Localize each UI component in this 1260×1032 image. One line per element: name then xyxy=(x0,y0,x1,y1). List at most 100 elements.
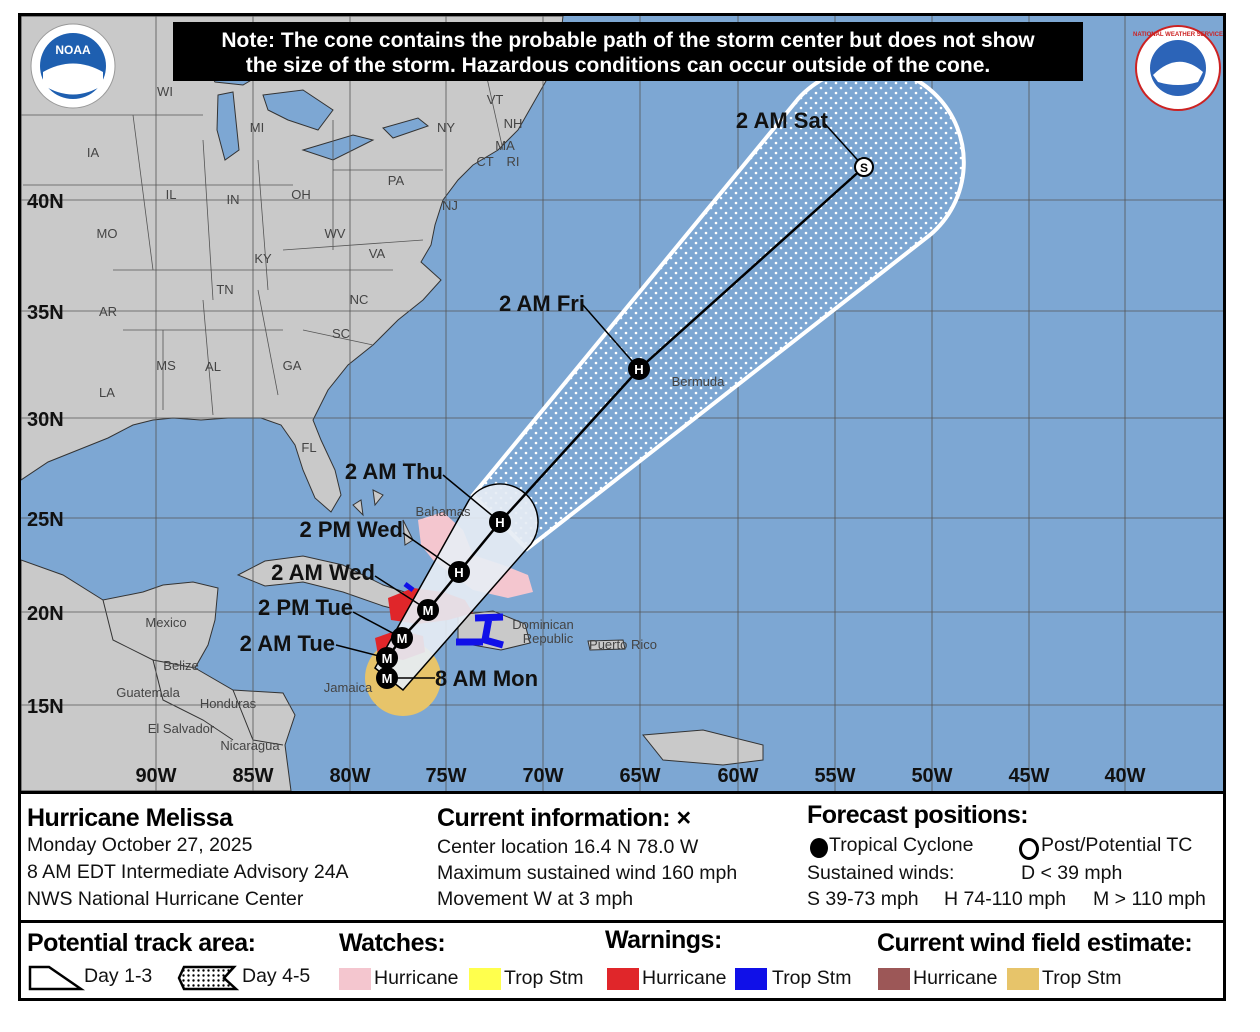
latitude-label: 40N xyxy=(27,191,64,213)
state-label: MI xyxy=(250,120,264,135)
longitude-label: 60W xyxy=(717,765,758,787)
state-label: PA xyxy=(388,173,405,188)
forecast-time-label: 8 AM Mon xyxy=(435,666,538,691)
state-label: NY xyxy=(437,120,455,135)
country-label: Jamaica xyxy=(324,680,373,695)
movement: Movement W at 3 mph xyxy=(437,888,634,910)
track-area-title: Potential track area: xyxy=(27,929,256,957)
forecast-position-marker xyxy=(448,561,470,583)
hurricane-watch-area xyxy=(418,512,533,598)
country-label: Republic xyxy=(523,631,574,646)
advisory-date: Monday October 27, 2025 xyxy=(27,834,253,856)
longitude-label: 70W xyxy=(522,765,563,787)
max-wind: Maximum sustained wind 160 mph xyxy=(437,862,738,884)
state-label: OH xyxy=(291,187,311,202)
hurricane-warning-label: Hurricane xyxy=(642,967,727,989)
state-label: KY xyxy=(254,251,272,266)
longitude-label: 50W xyxy=(911,765,952,787)
forecast-time-label: 2 AM Thu xyxy=(345,459,443,484)
note-box xyxy=(173,22,1083,81)
wind-s: S 39-73 mph xyxy=(807,888,919,910)
day-1-3-label: Day 1-3 xyxy=(84,965,153,987)
label-leader-line xyxy=(402,532,460,573)
info-panel: Hurricane Melissa Monday October 27, 202… xyxy=(21,791,1223,923)
land-mexico-central-america xyxy=(21,559,296,791)
longitude-label: 80W xyxy=(329,765,370,787)
state-label: AR xyxy=(99,304,117,319)
forecast-position-marker xyxy=(376,647,398,669)
forecast-time-label: 2 AM Sat xyxy=(736,108,829,133)
latitude-label: 35N xyxy=(27,302,64,324)
tropstm-warning-area-cuba xyxy=(403,582,415,592)
forecast-time-label: 2 AM Fri xyxy=(499,291,585,316)
country-label: Belize xyxy=(163,658,198,673)
hurricane-wind-label: Hurricane xyxy=(913,967,998,989)
tropical-cyclone-icon xyxy=(810,838,828,858)
longitude-label: 45W xyxy=(1008,765,1049,787)
wind-m: M > 110 mph xyxy=(1093,888,1206,910)
country-label: Bermuda xyxy=(672,374,726,389)
latitude-label: 20N xyxy=(27,603,64,625)
wind-h: H 74-110 mph xyxy=(944,888,1067,910)
day-4-5-label: Day 4-5 xyxy=(242,965,311,987)
note-line-1: Note: The cone contains the probable pat… xyxy=(221,29,1035,52)
sustained-winds-label: Sustained winds: xyxy=(807,862,955,884)
country-label: Mexico xyxy=(145,615,186,630)
longitude-label: 40W xyxy=(1104,765,1145,787)
state-label: FL xyxy=(301,440,316,455)
latitude-label: 25N xyxy=(27,509,64,531)
state-label: NC xyxy=(350,292,369,307)
intensity-symbol: M xyxy=(423,603,434,618)
nws-logo: NATIONAL WEATHER SERVICE xyxy=(1133,25,1223,111)
post-tc-icon xyxy=(1019,838,1039,860)
longitude-label: 85W xyxy=(232,765,273,787)
day-1-3-cone-icon xyxy=(28,965,85,991)
state-label: SC xyxy=(332,326,350,341)
longitude-label: 75W xyxy=(425,765,466,787)
state-label: MA xyxy=(495,138,515,153)
country-label: Nicaragua xyxy=(220,738,280,753)
forecast-points: 8 AM Mon 2 AM Tue 2 PM Tue 2 AM Wed 2 PM Wed… xyxy=(240,108,874,691)
state-label: NH xyxy=(504,116,523,131)
state-label: GA xyxy=(283,358,302,373)
forecast-positions-title: Forecast positions: xyxy=(807,801,1029,829)
forecast-position-marker xyxy=(854,157,874,177)
tropstm-wind-label: Trop Stm xyxy=(1042,967,1122,989)
country-label: Bahamas xyxy=(416,504,471,519)
state-label: IN xyxy=(227,192,240,207)
longitude-label: 65W xyxy=(619,765,660,787)
country-label: Honduras xyxy=(200,696,257,711)
longitude-label: 90W xyxy=(135,765,176,787)
forecast-position-marker xyxy=(391,627,413,649)
longitude-label: 55W xyxy=(814,765,855,787)
hurricane-graphic: WI MI NY VT NH MA CT RI IA IL IN OH PA NJ MO KY WV VA TN NC… xyxy=(18,13,1226,1001)
country-label: El Salvador xyxy=(148,721,215,736)
country-label: Guatemala xyxy=(116,685,180,700)
country-label: Dominican xyxy=(512,617,573,632)
intensity-symbol: S xyxy=(860,161,868,175)
intensity-symbol: H xyxy=(454,565,463,580)
forecast-time-label: 2 AM Tue xyxy=(240,631,335,656)
tropstm-watch-swatch xyxy=(469,968,501,990)
hurricane-watch-label: Hurricane xyxy=(374,967,459,989)
latitude-label: 30N xyxy=(27,409,64,431)
advisory-number: 8 AM EDT Intermediate Advisory 24A xyxy=(27,861,349,883)
state-label: LA xyxy=(99,385,115,400)
state-label: WI xyxy=(157,84,173,99)
state-label: VA xyxy=(369,246,386,261)
state-label: IA xyxy=(87,145,100,160)
note-line-2: the size of the storm. Hazardous conditi… xyxy=(246,54,990,77)
state-label: NJ xyxy=(442,198,458,213)
svg-text:NATIONAL WEATHER SERVICE: NATIONAL WEATHER SERVICE xyxy=(1133,32,1223,38)
legend: Potential track area: Day 1-3 Day 4-5 Wa… xyxy=(21,923,1223,998)
tropical-cyclone-label: Tropical Cyclone xyxy=(829,834,974,856)
intensity-symbol: M xyxy=(397,631,408,646)
center-location: Center location 16.4 N 78.0 W xyxy=(437,836,699,858)
tropstm-warning-swatch xyxy=(735,968,767,990)
state-label: CT xyxy=(476,154,493,169)
intensity-symbol: H xyxy=(495,515,504,530)
current-info-title: Current information: × xyxy=(437,804,691,832)
tick-labels: 90W 85W 80W 75W 70W 65W 60W 55W 50W 45W 40W 40N 35N 3… xyxy=(27,191,1146,787)
